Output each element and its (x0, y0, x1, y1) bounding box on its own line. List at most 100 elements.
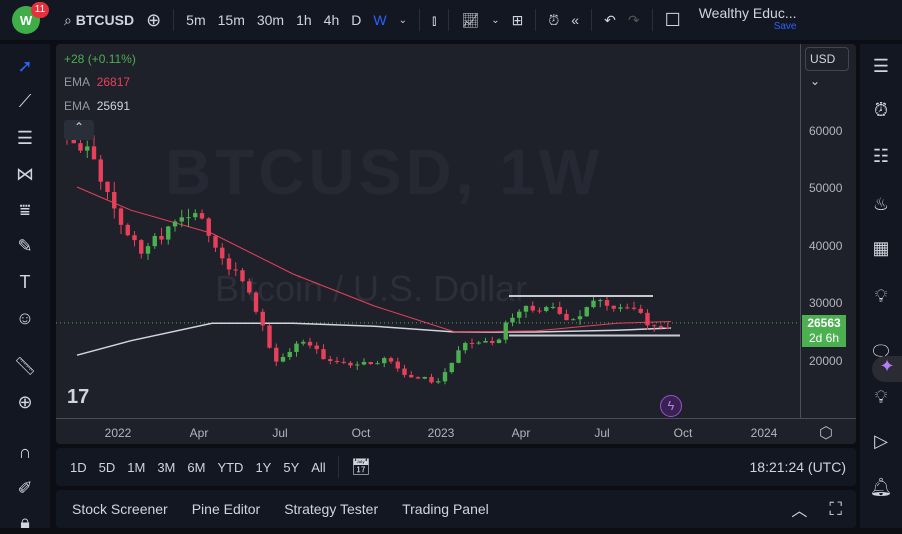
magnet-icon[interactable]: ∩ (18, 442, 32, 462)
range-5y[interactable]: 5Y (283, 459, 300, 475)
candle-body (368, 362, 373, 365)
lock-icon[interactable]: 🔒︎ (20, 512, 30, 532)
candle-body (442, 372, 448, 382)
replay-icon[interactable]: « (571, 12, 580, 28)
chevron-up-icon[interactable]: ︿ (791, 503, 808, 520)
candle-body (584, 307, 589, 317)
candle-body (85, 146, 90, 151)
range-1d[interactable]: 1D (70, 459, 87, 475)
text-icon[interactable]: T (19, 272, 31, 292)
tab-pine-editor[interactable]: Pine Editor (191, 501, 261, 517)
candle-body (571, 319, 576, 321)
range-3m[interactable]: 3M (157, 459, 176, 475)
candle-body (193, 213, 198, 218)
chevron-down-icon[interactable]: ⌄ (398, 14, 407, 26)
sparkle-icon[interactable]: ✦ (872, 356, 902, 382)
ruler-icon[interactable]: 📏︎ (13, 356, 37, 376)
tab-strategy-tester[interactable]: Strategy Tester (284, 501, 379, 517)
alert-icon[interactable]: ⏰︎ (548, 11, 560, 28)
undo-icon[interactable]: ↶ (604, 11, 616, 28)
trendline-icon[interactable]: ⟋ (18, 91, 32, 111)
time-tick: Jul (594, 426, 610, 440)
indicators-icon[interactable]: 📈︎ (461, 11, 480, 28)
streams-icon[interactable]: 💡︎ (874, 387, 888, 407)
candle-body (240, 270, 245, 282)
candle-body (267, 325, 272, 348)
lightning-icon[interactable]: ϟ (660, 395, 682, 417)
candle-body (287, 351, 292, 358)
compare-add-icon[interactable]: ⊕ (146, 9, 162, 30)
bell-icon[interactable]: 🔔︎ (869, 477, 893, 497)
interval-5m[interactable]: 5m (186, 12, 206, 28)
zoom-icon[interactable]: ⊕ (17, 392, 33, 412)
date-range-icon[interactable]: 📅︎ (350, 459, 372, 476)
save-button[interactable]: Save (773, 21, 797, 32)
brush-icon[interactable]: ✎ (17, 236, 33, 256)
object-tree-icon[interactable]: ☷ (872, 146, 890, 166)
clock[interactable]: 18:21:24 (UTC) (749, 459, 846, 475)
candle-body (469, 343, 475, 345)
chevron-down-icon[interactable]: ⌄ (491, 14, 500, 26)
candle-body (328, 359, 333, 361)
range-6m[interactable]: 6M (187, 459, 206, 475)
interval-30m[interactable]: 30m (256, 12, 285, 28)
drawing-toolbar: ➚ ⟋ ☰ ⋈ ⩸ ✎ T ☺ 📏︎ ⊕ ∩ ✐ 🔒︎ (0, 44, 50, 532)
layouts-icon[interactable]: ⊞ (511, 11, 524, 28)
calendar-icon[interactable]: ▦ (872, 238, 890, 258)
range-5d[interactable]: 5D (98, 459, 116, 475)
play-icon[interactable]: ▷ (874, 431, 888, 451)
hotlist-icon[interactable]: ♨ (872, 194, 890, 214)
price-axis[interactable]: 60000 50000 40000 30000 20000 26563 2d 6… (800, 44, 856, 418)
candle-body (348, 362, 353, 366)
candle-body (301, 341, 306, 344)
collapse-legend-icon[interactable]: ⌃ (64, 120, 94, 140)
candle-body (503, 322, 508, 340)
price-tick: 40000 (809, 239, 843, 253)
range-ytd[interactable]: YTD (217, 459, 244, 475)
alarm-icon[interactable]: ⏰︎ (873, 100, 889, 120)
candle-body (598, 300, 603, 302)
cursor-icon[interactable]: ➚ (17, 56, 33, 76)
pattern-icon[interactable]: ⋈ (16, 164, 34, 184)
interval-d[interactable]: D (351, 12, 362, 28)
interval-4h[interactable]: 4h (323, 12, 340, 28)
candle-body (422, 376, 427, 379)
range-all[interactable]: All (311, 459, 326, 475)
candle-body (490, 341, 495, 344)
price-plot[interactable] (56, 44, 800, 418)
candle-body (611, 305, 616, 309)
interval-15m[interactable]: 15m (217, 12, 245, 28)
legend-ema1[interactable]: EMA 26817 (64, 75, 131, 89)
currency-select[interactable]: USD ⌄ (805, 47, 849, 88)
maximize-icon[interactable]: ⛶ (829, 498, 842, 519)
candle-body (463, 343, 468, 351)
ideas-icon[interactable]: 💡︎ (874, 286, 888, 306)
candle-body (618, 307, 623, 309)
emoji-icon[interactable]: ☺ (15, 308, 35, 328)
chart-pane[interactable] (56, 44, 856, 444)
candle-body (152, 235, 157, 247)
layout-name[interactable]: Wealthy Educ... Save (698, 5, 797, 32)
candle-body (645, 312, 650, 326)
forecast-icon[interactable]: ⩸ (19, 200, 31, 220)
lock-drawings-icon[interactable]: ✐ (17, 478, 33, 498)
symbol-search[interactable]: ⌕ BTCUSD (64, 11, 135, 28)
chart-settings-icon[interactable]: ⬡ (819, 425, 833, 442)
legend-ema2[interactable]: EMA 25691 (64, 99, 131, 113)
interval-1h[interactable]: 1h (296, 12, 312, 28)
tab-stock-screener[interactable]: Stock Screener (72, 501, 168, 517)
candle-body (456, 350, 461, 363)
candles-icon[interactable]: ⫾ (431, 11, 437, 28)
range-1m[interactable]: 1M (127, 459, 146, 475)
candle-body (375, 363, 380, 365)
candle-body (98, 159, 103, 182)
candle-body (132, 235, 137, 241)
time-tick: 2022 (104, 426, 132, 440)
watchlist-icon[interactable]: ☰ (872, 56, 890, 76)
candle-body (105, 181, 110, 192)
range-1y[interactable]: 1Y (255, 459, 272, 475)
tab-trading-panel[interactable]: Trading Panel (402, 501, 489, 517)
fullscreen-square-icon[interactable]: ☐ (664, 9, 681, 30)
interval-w[interactable]: W (373, 12, 387, 28)
fib-icon[interactable]: ☰ (16, 128, 34, 148)
